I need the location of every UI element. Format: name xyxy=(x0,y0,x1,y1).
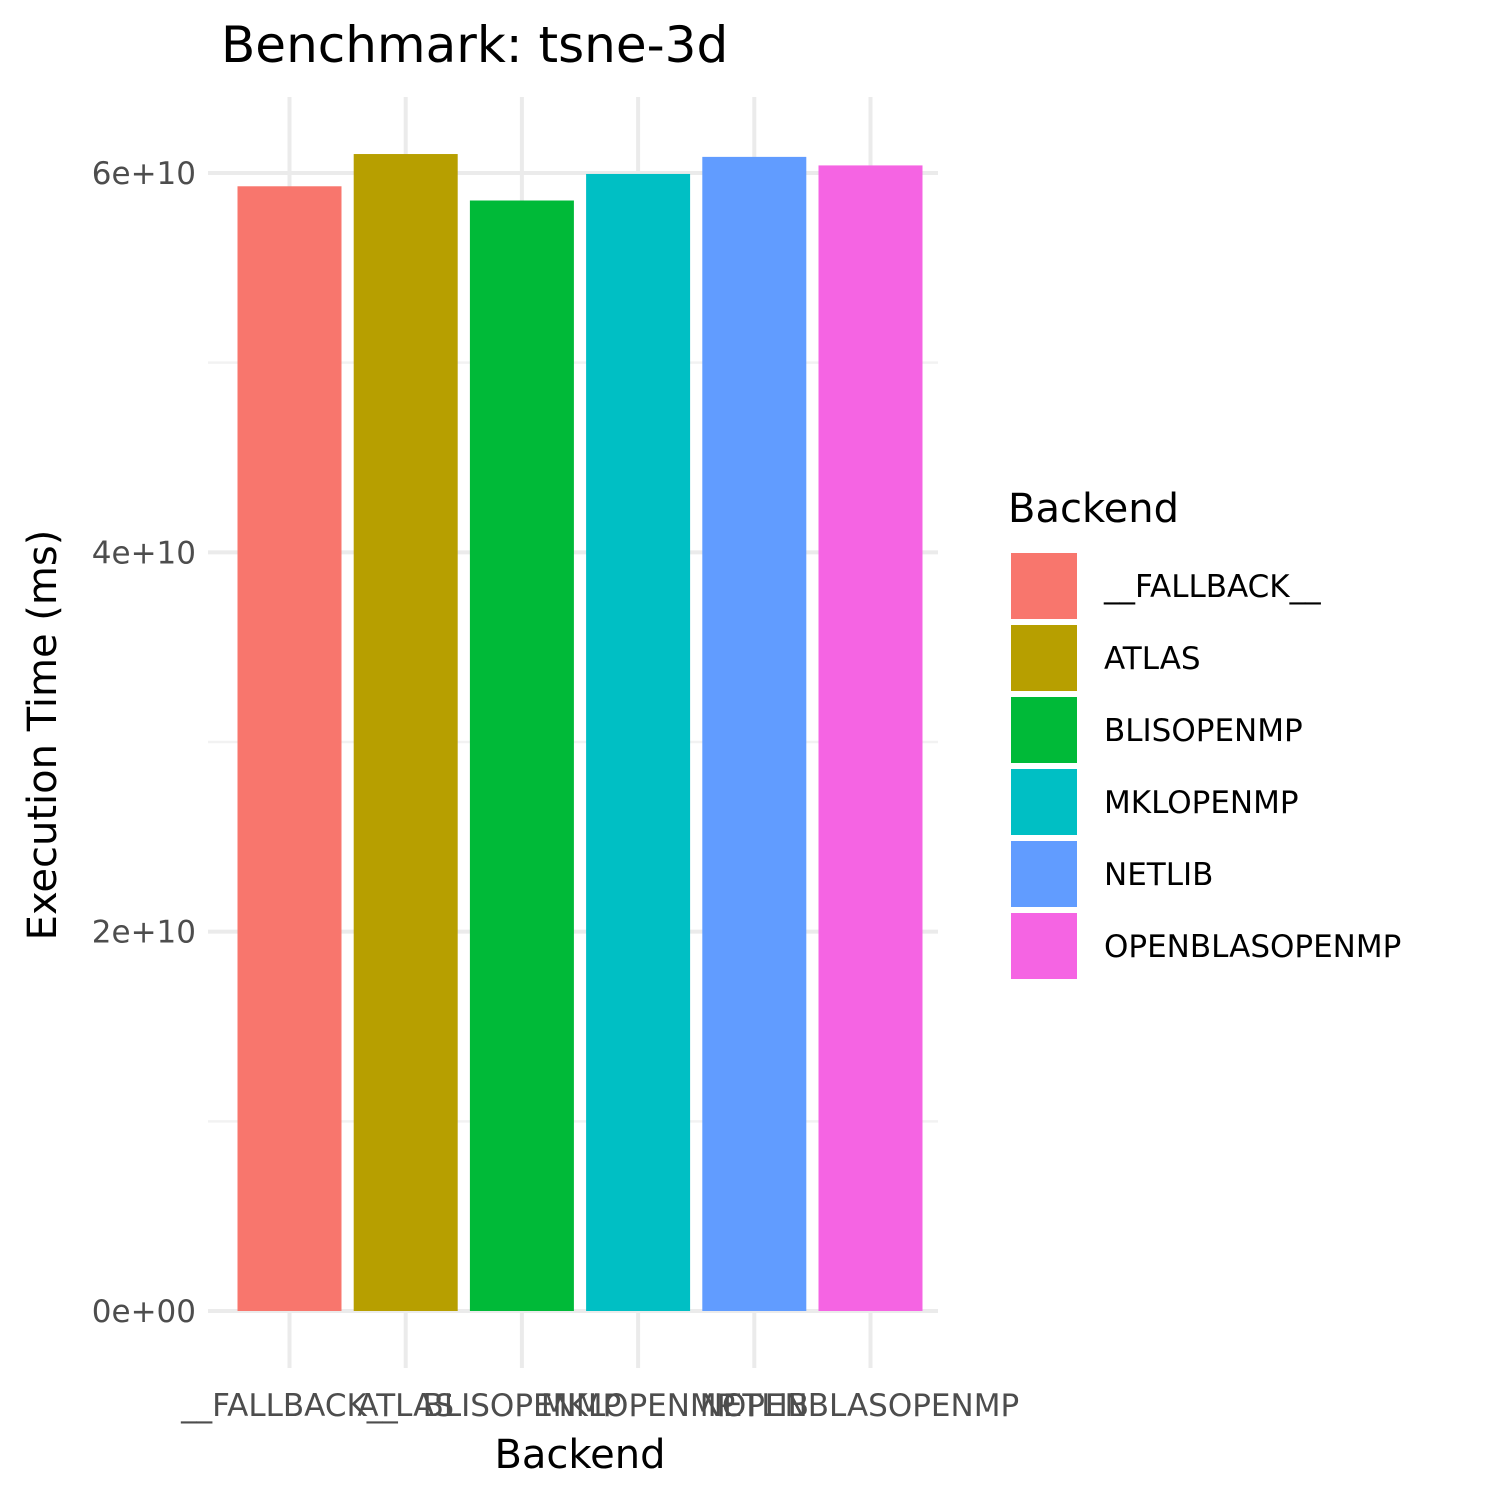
x-tick-label: MKLOPENMP xyxy=(541,1388,736,1424)
y-axis-title: Execution Time (ms) xyxy=(20,530,66,941)
bar-mklopenmp xyxy=(586,173,691,1311)
x-axis-title: Backend xyxy=(494,1432,665,1478)
legend: Backend __FALLBACK__ ATLAS BLISOPENMP MKLOP… xyxy=(1008,486,1401,979)
bar-atlas xyxy=(353,154,458,1312)
y-tick-label: 2e+10 xyxy=(92,915,196,951)
legend-label: OPENBLASOPENMP xyxy=(1104,929,1401,965)
y-tick-label: 6e+10 xyxy=(92,156,196,192)
bar-fallback xyxy=(237,186,342,1312)
legend-label: NETLIB xyxy=(1104,857,1213,893)
legend-label: MKLOPENMP xyxy=(1104,785,1299,821)
bar-openblasopenmp xyxy=(818,165,923,1311)
chart-title: Benchmark: tsne-3d xyxy=(221,16,728,74)
x-tick-label: OPENBLASOPENMP xyxy=(722,1388,1019,1424)
bars xyxy=(237,154,923,1312)
legend-key xyxy=(1011,769,1077,835)
legend-key xyxy=(1011,625,1077,691)
x-tick-label: ATLAS xyxy=(357,1388,454,1424)
legend-title: Backend xyxy=(1008,486,1179,532)
legend-key xyxy=(1011,553,1077,619)
y-tick-label: 4e+10 xyxy=(92,535,196,571)
x-tick-label: NETLIB xyxy=(700,1388,809,1424)
legend-key xyxy=(1011,697,1077,763)
x-axis-ticks: __FALLBACK__ATLASBLISOPENMPMKLOPENMPNETL… xyxy=(180,1388,1019,1424)
legend-key xyxy=(1011,841,1077,907)
legend-label: __FALLBACK__ xyxy=(1103,569,1321,605)
x-tick-label: BLISOPENMP xyxy=(423,1388,622,1424)
legend-key xyxy=(1011,913,1077,979)
legend-label: ATLAS xyxy=(1104,641,1201,677)
bar-blisopenmp xyxy=(469,200,574,1311)
y-tick-label: 0e+00 xyxy=(92,1294,196,1330)
legend-label: BLISOPENMP xyxy=(1104,713,1303,749)
bar-netlib xyxy=(702,156,807,1312)
y-axis-ticks: 0e+00 2e+10 4e+10 6e+10 xyxy=(92,156,196,1330)
x-tick-label: __FALLBACK__ xyxy=(180,1388,398,1424)
